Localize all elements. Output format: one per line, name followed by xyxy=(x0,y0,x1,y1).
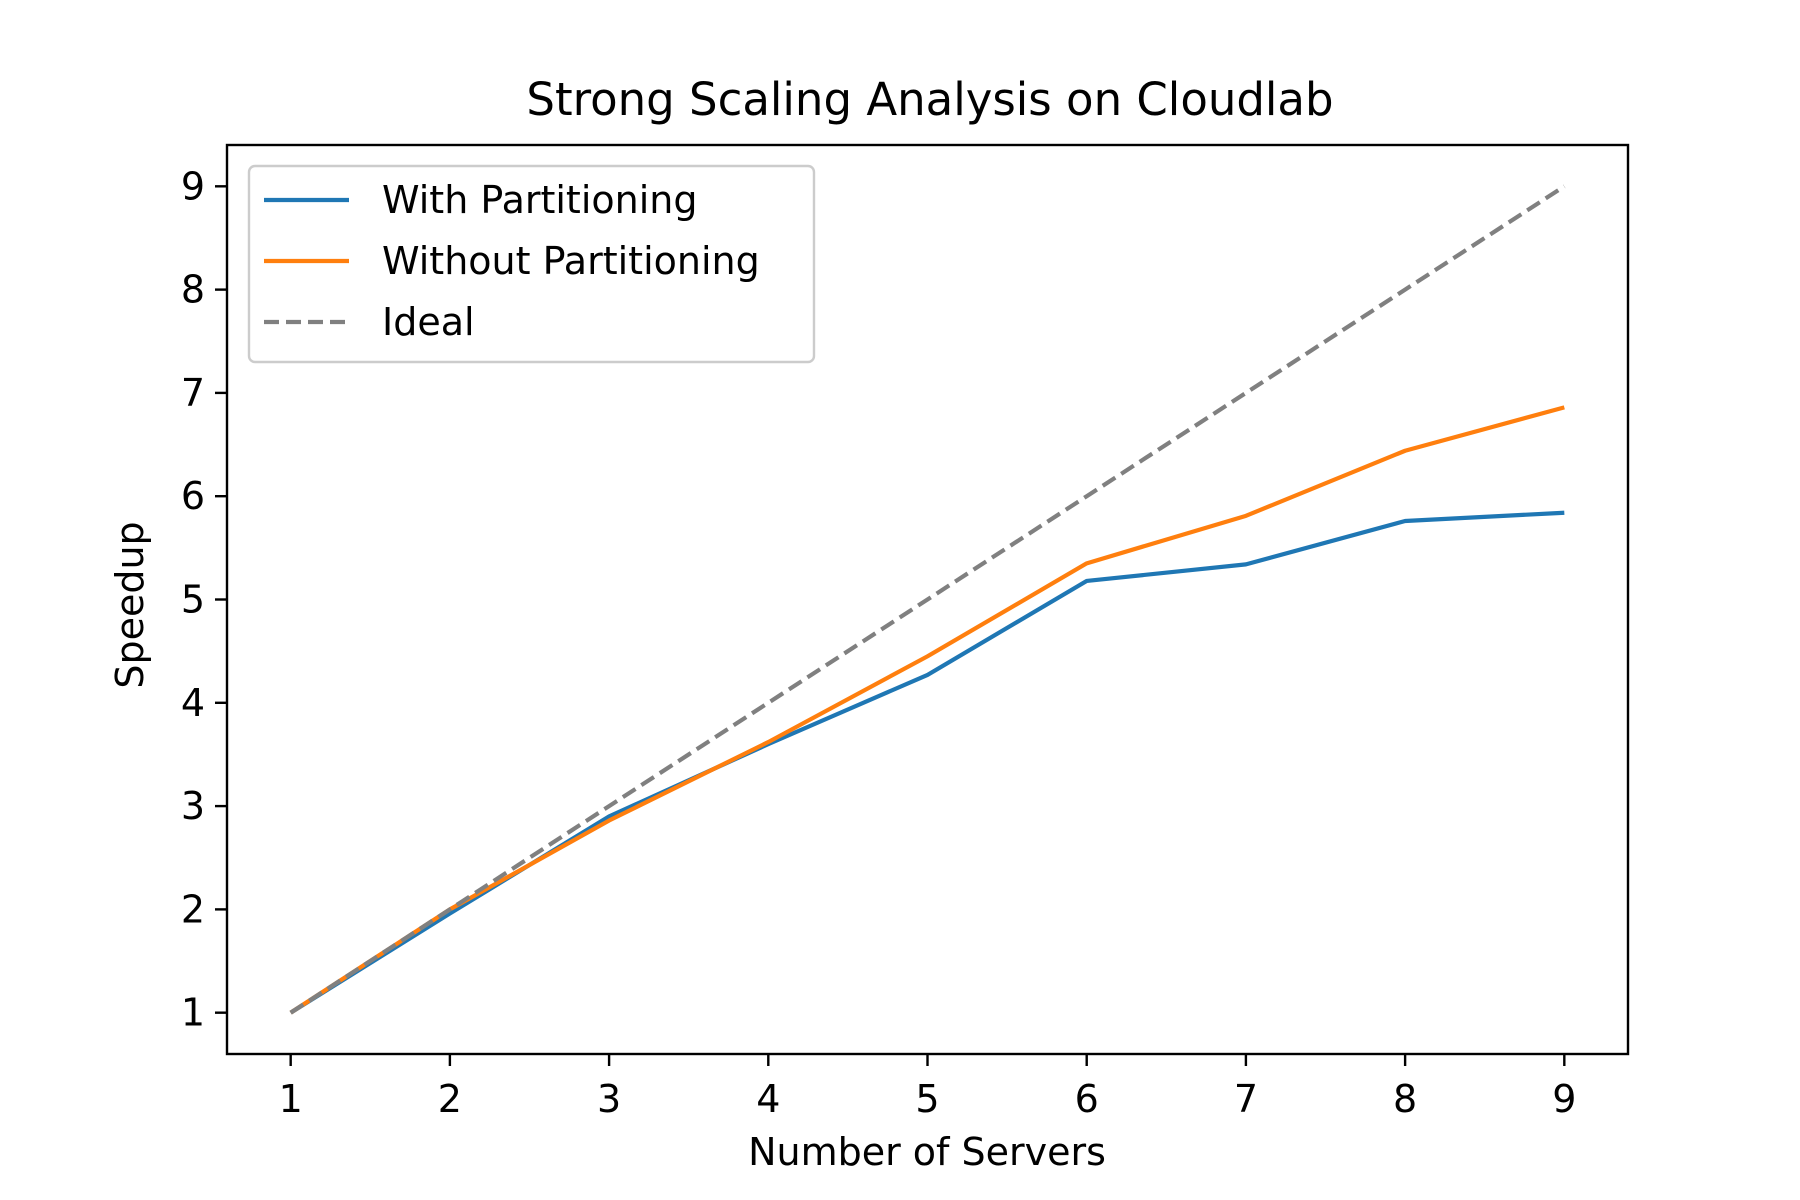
x-axis-ticks: 1 2 3 4 5 6 7 8 9 xyxy=(279,1054,1576,1121)
y-tick-label: 2 xyxy=(181,887,205,931)
y-axis-label: Speedup xyxy=(108,521,152,688)
x-tick-label: 8 xyxy=(1393,1077,1417,1121)
y-tick-label: 4 xyxy=(181,681,205,725)
x-tick-label: 7 xyxy=(1234,1077,1258,1121)
x-tick-label: 6 xyxy=(1075,1077,1099,1121)
x-axis-label: Number of Servers xyxy=(748,1130,1106,1174)
y-tick-label: 5 xyxy=(181,578,205,622)
chart-title: Strong Scaling Analysis on Cloudlab xyxy=(526,73,1333,126)
y-tick-label: 7 xyxy=(181,371,205,415)
legend-label-with-partitioning: With Partitioning xyxy=(382,178,698,222)
x-tick-label: 9 xyxy=(1552,1077,1576,1121)
y-tick-label: 9 xyxy=(181,164,205,208)
y-axis-ticks: 1 2 3 4 5 6 7 8 9 xyxy=(181,164,227,1035)
y-tick-label: 6 xyxy=(181,474,205,518)
x-tick-label: 4 xyxy=(756,1077,780,1121)
series-line-with-partitioning xyxy=(289,510,1565,1015)
legend-label-ideal: Ideal xyxy=(382,300,475,344)
x-tick-label: 5 xyxy=(915,1077,939,1121)
series-line-ideal xyxy=(289,184,1566,1015)
y-tick-label: 8 xyxy=(181,268,205,312)
x-tick-label: 1 xyxy=(279,1077,303,1121)
series-line-without-partitioning xyxy=(289,405,1565,1015)
legend-box xyxy=(247,164,816,364)
series-lines xyxy=(289,184,1566,1015)
legend: With Partitioning Without Partitioning Ide… xyxy=(247,164,816,364)
y-tick-label: 3 xyxy=(181,784,205,828)
legend-label-without-partitioning: Without Partitioning xyxy=(382,239,760,283)
x-tick-label: 3 xyxy=(597,1077,621,1121)
x-tick-label: 2 xyxy=(438,1077,462,1121)
y-tick-label: 1 xyxy=(181,991,205,1035)
